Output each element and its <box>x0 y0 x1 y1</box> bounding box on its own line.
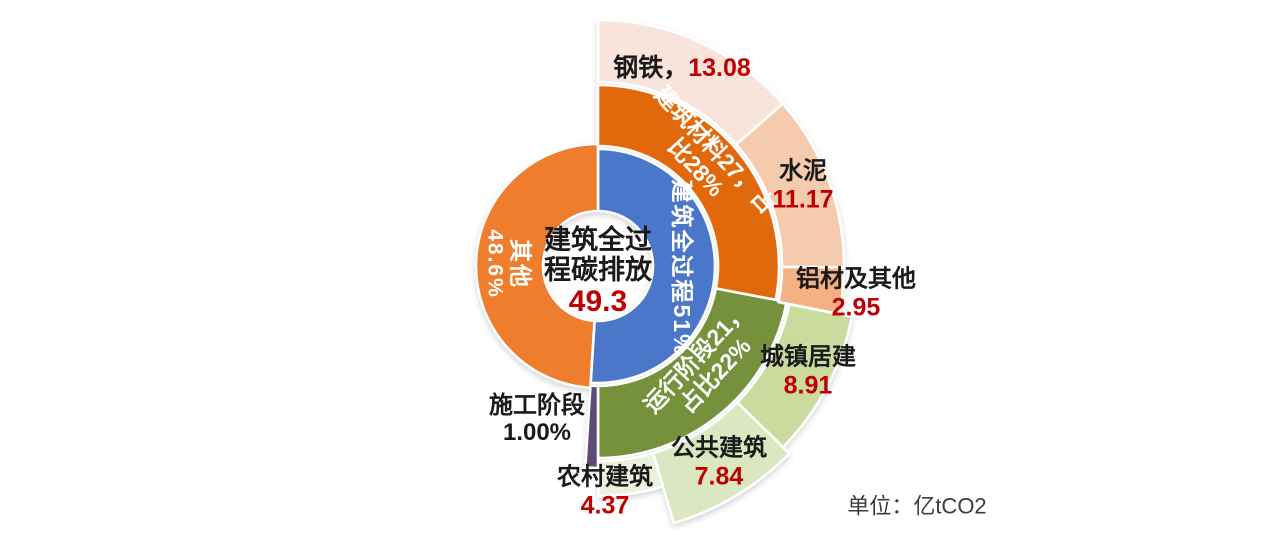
building-total-segment <box>589 147 717 385</box>
operation-segment <box>596 287 788 460</box>
rural-building-segment <box>597 451 665 498</box>
public-building-segment <box>651 401 791 525</box>
other-segment <box>474 142 600 390</box>
construction-segment <box>584 384 600 470</box>
materials-segment <box>596 83 781 302</box>
